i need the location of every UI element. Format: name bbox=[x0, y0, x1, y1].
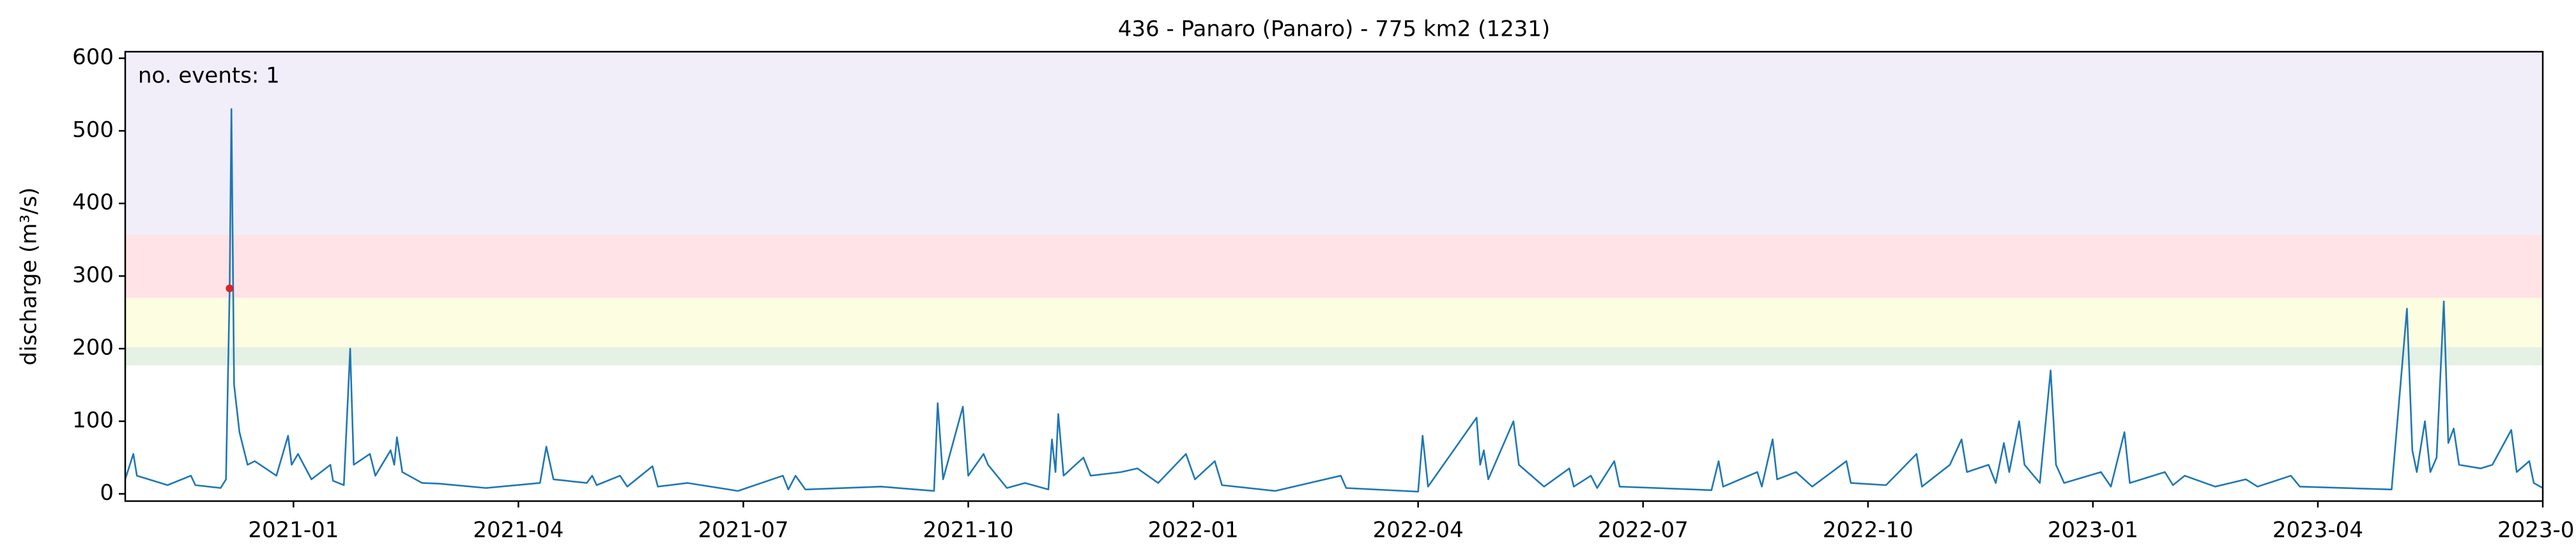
x-tick-label: 2022-01 bbox=[1148, 518, 1239, 543]
chart-title: 436 - Panaro (Panaro) - 775 km2 (1231) bbox=[1118, 17, 1550, 42]
threshold-band bbox=[125, 234, 2543, 298]
threshold-band bbox=[125, 347, 2543, 366]
bands bbox=[125, 52, 2543, 366]
x-tick-label: 2022-07 bbox=[1598, 518, 1689, 543]
x-tick-label: 2021-01 bbox=[248, 518, 339, 543]
x-tick-label: 2022-04 bbox=[1373, 518, 1464, 543]
y-tick-label: 600 bbox=[72, 45, 114, 70]
x-tick-label: 2021-07 bbox=[698, 518, 788, 543]
x-tick-label: 2021-10 bbox=[923, 518, 1014, 543]
y-tick-label: 100 bbox=[72, 407, 114, 433]
y-tick-label: 200 bbox=[72, 335, 114, 361]
y-tick-label: 400 bbox=[72, 190, 114, 215]
y-tick-label: 0 bbox=[100, 480, 114, 506]
event-point bbox=[226, 284, 234, 292]
x-tick-label: 2022-10 bbox=[1823, 518, 1913, 543]
marks bbox=[124, 108, 2543, 493]
x-tick-label: 2023-01 bbox=[2048, 518, 2138, 543]
threshold-band bbox=[125, 52, 2543, 235]
x-tick-label: 2023-04 bbox=[2273, 518, 2363, 543]
threshold-band bbox=[125, 297, 2543, 347]
y-axis-label: discharge (m³/s) bbox=[17, 188, 42, 366]
x-tick-label: 2021-04 bbox=[473, 518, 564, 543]
x-tick-label: 2023-07 bbox=[2497, 518, 2576, 543]
y-tick-label: 500 bbox=[72, 117, 114, 142]
discharge-line bbox=[124, 108, 2543, 493]
y-tick-label: 300 bbox=[72, 262, 114, 288]
annotation: no. events: 1 bbox=[138, 63, 280, 89]
